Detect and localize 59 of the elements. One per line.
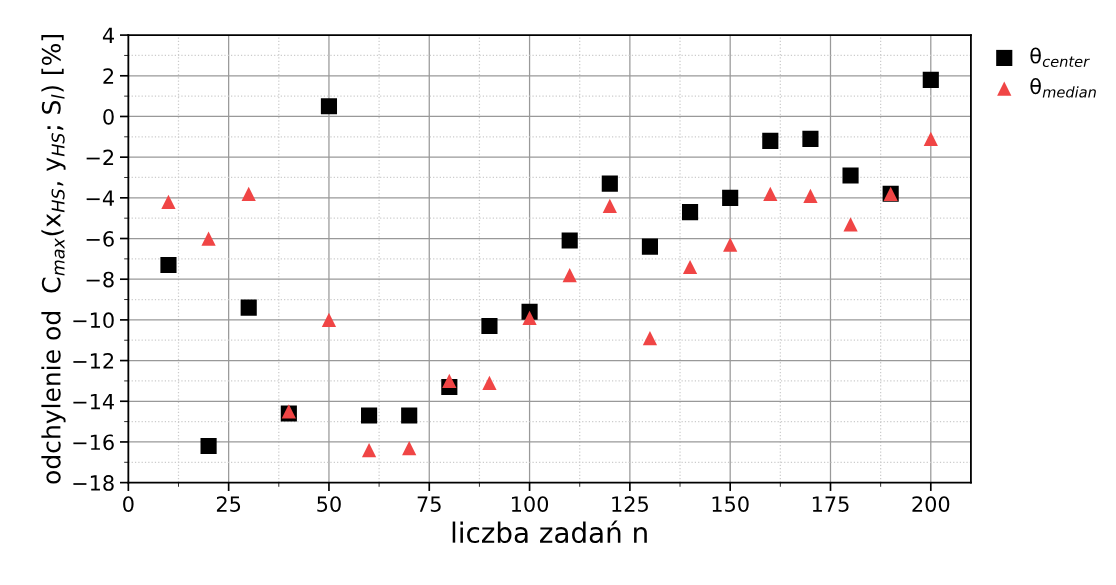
x-tick-label: 100	[511, 496, 549, 512]
point	[642, 331, 658, 346]
x-axis-title: liczba zadań n	[452, 520, 647, 544]
point	[161, 194, 176, 210]
y-tick-label: −2	[86, 149, 114, 166]
y-tick-label: −18	[73, 475, 114, 491]
y-tick-label: −10	[73, 312, 114, 329]
x-tick-label: 25	[216, 496, 241, 512]
point	[602, 198, 617, 214]
point	[160, 256, 177, 274]
point	[802, 130, 819, 147]
point	[240, 299, 257, 316]
point	[402, 440, 417, 456]
legend-label: θ$_{center}$	[1030, 47, 1090, 68]
x-tick-label: 0	[123, 496, 134, 512]
point	[561, 232, 578, 249]
point	[401, 407, 418, 424]
point	[201, 231, 216, 246]
x-tick-label: 125	[612, 496, 648, 512]
point	[723, 237, 738, 252]
point	[481, 317, 498, 335]
text: odchylenie od C$_{max}$(x$_{HS}$, y$_{HS}$; S$_{l}$) [%]	[41, 34, 66, 484]
point	[361, 442, 377, 458]
point	[601, 175, 618, 192]
y-tick-label: −14	[73, 393, 114, 410]
point	[803, 188, 818, 203]
x-tick-label: 75	[417, 496, 441, 512]
x-tick-label: 175	[812, 496, 849, 512]
point	[762, 132, 779, 149]
point	[361, 407, 378, 424]
y-tick-label: −6	[86, 230, 114, 247]
y-tick-label: −16	[73, 434, 114, 451]
point	[482, 375, 497, 391]
y-tick-label: 0	[103, 108, 114, 125]
point	[641, 238, 659, 255]
point	[722, 189, 739, 206]
y-tick-label: −4	[86, 190, 114, 206]
point	[562, 268, 577, 283]
point	[923, 131, 938, 146]
point	[843, 217, 858, 232]
x-tick-label: 200	[912, 496, 950, 512]
y-tick-label: 4	[102, 27, 114, 44]
point	[681, 204, 699, 221]
x-tick-label: 150	[712, 496, 749, 512]
y-tick-label: −8	[86, 271, 114, 288]
point	[922, 71, 939, 88]
point	[320, 98, 338, 115]
y-tick-label: 2	[103, 68, 114, 84]
point	[842, 167, 859, 184]
point	[321, 312, 337, 327]
point	[200, 437, 217, 455]
point	[763, 186, 778, 201]
point	[522, 310, 537, 325]
point	[241, 186, 256, 201]
x-tick-label: 50	[317, 496, 341, 512]
point	[682, 259, 698, 275]
y-tick-label: −12	[73, 353, 114, 369]
point	[442, 373, 457, 389]
legend-label: θ$_{median}$	[1030, 77, 1096, 98]
